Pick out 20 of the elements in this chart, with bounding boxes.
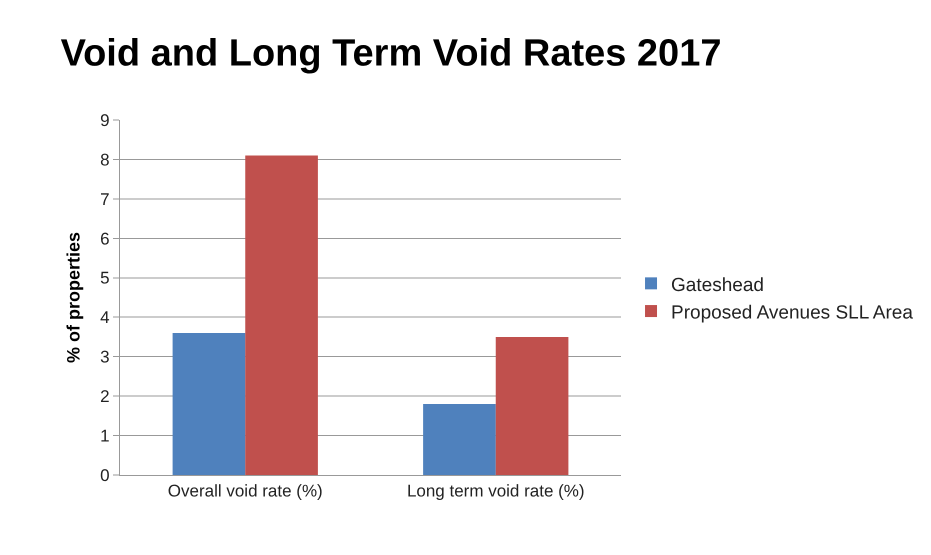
x-tick-label: Overall void rate (%) [168,481,323,500]
legend-label: Gateshead [671,274,764,296]
bar [172,333,246,475]
bar [245,156,318,475]
y-tick-label: 3 [100,348,110,367]
bar [423,404,496,475]
y-axis-title: % of properties [63,232,84,364]
y-tick-label: 7 [100,190,110,209]
x-tick-label: Long term void rate (%) [406,481,585,500]
y-tick-label: 2 [100,387,110,406]
bar [496,336,568,475]
y-tick-label: 5 [100,268,110,288]
y-tick-label: 9 [100,110,110,130]
y-tick-label: 4 [100,308,110,328]
chart-title: Void and Long Term Void Rates 2017 [60,32,722,74]
y-tick-label: 1 [100,426,110,446]
legend-label: Proposed Avenues SLL Area [671,302,914,324]
y-tick-label: 6 [100,229,110,248]
y-tick-label: 0 [100,466,110,485]
y-tick-label: 8 [100,150,110,170]
